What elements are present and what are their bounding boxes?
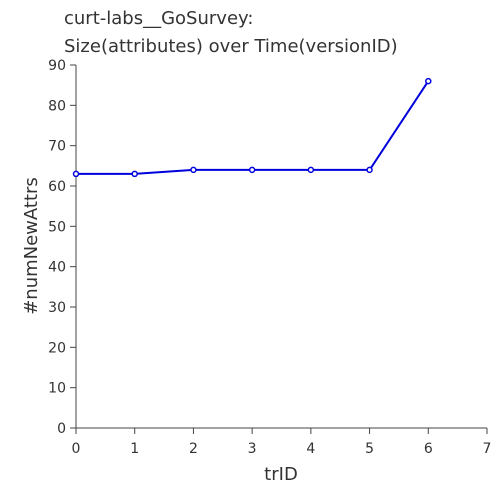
data-point xyxy=(190,166,197,174)
chart-title-line-2: Size(attributes) over Time(versionID) xyxy=(64,36,398,57)
y-tick-label: 20 xyxy=(48,340,66,356)
y-tick-label: 50 xyxy=(48,219,66,235)
chart-title-line-1: curt-labs__GoSurvey: xyxy=(64,8,253,29)
data-point xyxy=(72,170,80,178)
x-tick-label: 3 xyxy=(248,441,257,457)
data-point xyxy=(307,166,315,174)
y-tick-label: 70 xyxy=(48,139,66,155)
x-tick-label: 6 xyxy=(424,441,433,457)
y-tick-label: 30 xyxy=(48,300,66,316)
data-point xyxy=(131,170,138,178)
y-axis-label: #numNewAttrs xyxy=(21,177,42,315)
x-tick-label: 4 xyxy=(306,441,315,457)
y-tick-label: 40 xyxy=(48,260,66,276)
x-tick-label: 0 xyxy=(72,441,81,457)
x-tick-label: 5 xyxy=(365,441,374,457)
chart-title: curt-labs__GoSurvey: Size(attributes) ov… xyxy=(64,8,398,57)
y-tick-label: 0 xyxy=(57,421,66,437)
data-point xyxy=(425,77,432,85)
series-line xyxy=(76,80,430,175)
y-tick-label: 80 xyxy=(48,98,66,114)
y-tick-label: 60 xyxy=(48,179,66,195)
y-tick-label: 90 xyxy=(48,58,66,74)
x-tick-label: 7 xyxy=(483,441,492,457)
series-group xyxy=(72,77,432,178)
x-axis-label: trID xyxy=(264,464,298,485)
y-tick-label: 10 xyxy=(48,381,66,397)
y-axis-ticks: 0 10 20 30 40 50 60 70 80 90 xyxy=(48,58,76,437)
data-point xyxy=(248,166,256,174)
x-axis-ticks: 0 1 2 3 4 5 6 7 xyxy=(72,428,492,457)
x-tick-label: 1 xyxy=(130,441,139,457)
x-tick-label: 2 xyxy=(189,441,198,457)
data-point xyxy=(366,166,373,174)
